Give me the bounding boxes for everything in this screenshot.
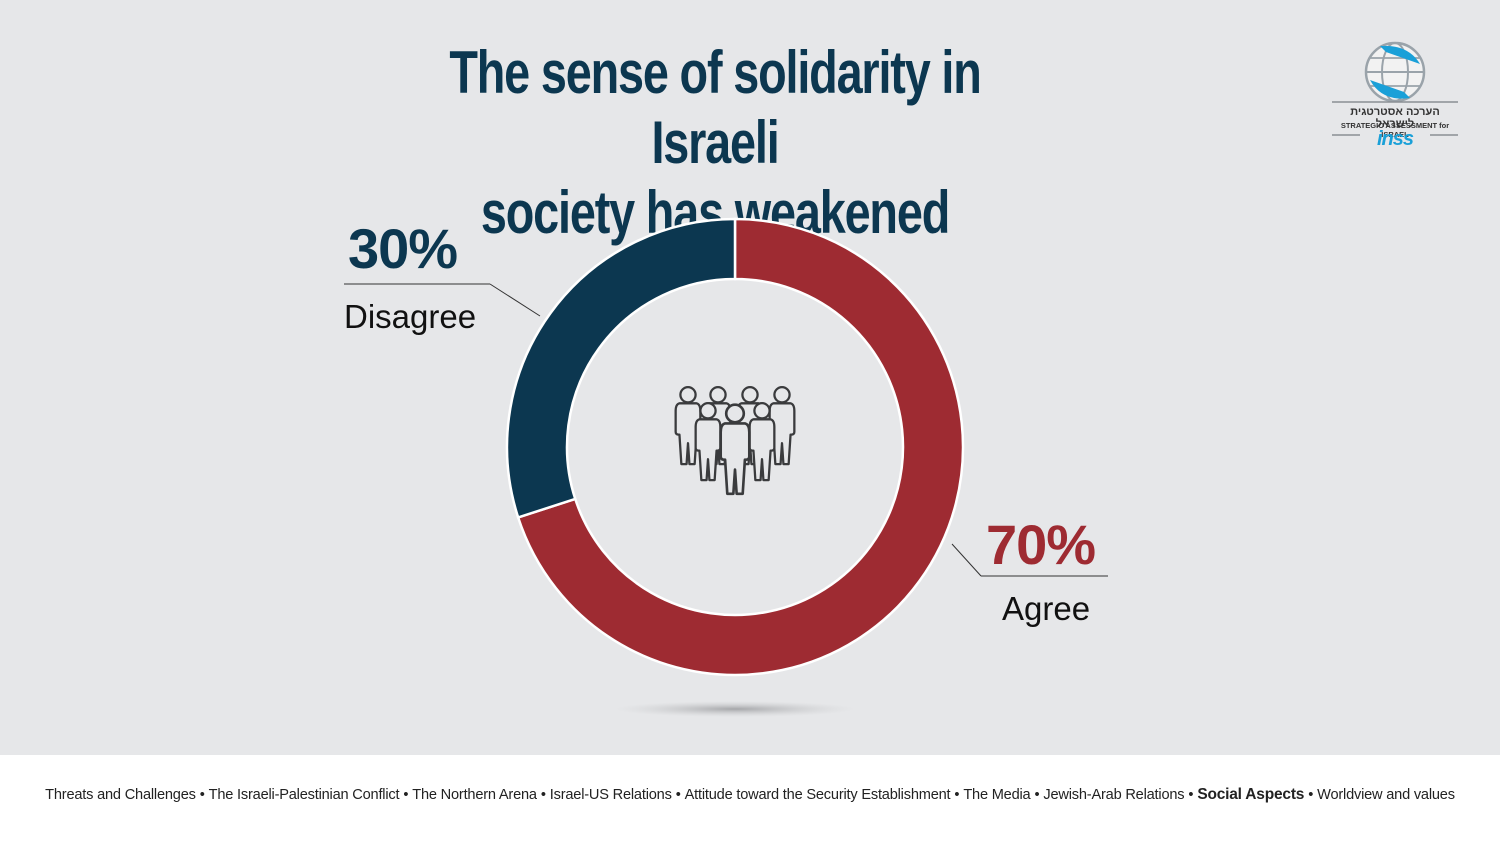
topic-link-worldview-and-values[interactable]: Worldview and values xyxy=(1317,787,1455,803)
donut-chart xyxy=(344,217,1108,717)
topic-link-social-aspects[interactable]: Social Aspects xyxy=(1197,786,1305,803)
topic-separator: • xyxy=(1034,787,1040,803)
logo-hebrew-text: הערכה אסטרטגית לישראל xyxy=(1350,106,1440,130)
chart-title: The sense of solidarity in Israeli socie… xyxy=(391,38,1038,248)
value-label-agree: 70% xyxy=(986,513,1096,576)
topic-separator: • xyxy=(403,787,409,803)
topic-link-jewish-arab-relations[interactable]: Jewish-Arab Relations xyxy=(1043,787,1185,803)
topic-link-the-northern-arena[interactable]: The Northern Arena xyxy=(412,787,537,803)
logo-brand-text: inss xyxy=(1376,128,1414,150)
topic-separator: • xyxy=(199,787,205,803)
infographic: The sense of solidarity in Israeli socie… xyxy=(344,38,1458,717)
category-label-disagree: Disagree xyxy=(344,298,477,335)
topic-separator: • xyxy=(675,787,681,803)
footer-bar: Threats and Challenges • The Israeli-Pales… xyxy=(0,755,1500,844)
leader-line-agree-d xyxy=(951,543,982,577)
topic-separator: • xyxy=(1308,787,1314,803)
topic-link-israel-us-relations[interactable]: Israel-US Relations xyxy=(549,787,672,803)
topic-link-the-media[interactable]: The Media xyxy=(963,787,1031,803)
value-label-disagree: 30% xyxy=(348,217,458,280)
topic-separator: • xyxy=(540,787,546,803)
category-label-agree: Agree xyxy=(1002,590,1091,627)
chart-title-line-1: The sense of solidarity in Israeli xyxy=(449,39,981,176)
people-group-icon xyxy=(674,386,796,496)
donut-slice-disagree xyxy=(505,217,737,520)
topic-link-threats-and-challenges[interactable]: Threats and Challenges xyxy=(45,787,196,803)
topic-separator: • xyxy=(1188,787,1194,803)
chart-shadow xyxy=(615,701,855,717)
logo-english-text: STRATEGIC ASSESSMENT for ISRAEL xyxy=(1340,121,1450,139)
donut-slice-agree xyxy=(516,217,965,677)
topic-separator: • xyxy=(954,787,960,803)
topic-navigation: Threats and Challenges • The Israeli-Pales… xyxy=(0,786,1500,804)
topic-link-the-israeli-palestinian-conflict[interactable]: The Israeli-Palestinian Conflict xyxy=(208,787,400,803)
globe-icon xyxy=(1332,41,1458,136)
topic-link-attitude-toward-the-security-establishment[interactable]: Attitude toward the Security Establishme… xyxy=(684,787,951,803)
leader-line-disagree-d xyxy=(489,283,541,317)
